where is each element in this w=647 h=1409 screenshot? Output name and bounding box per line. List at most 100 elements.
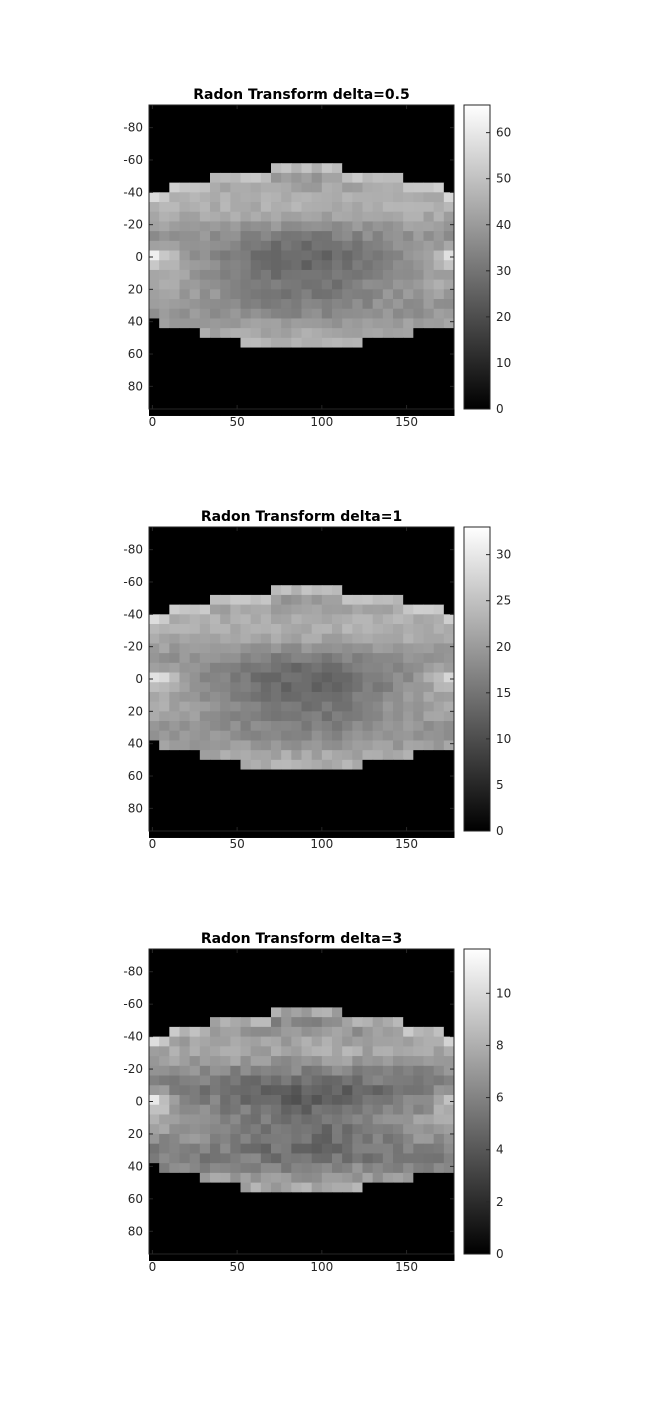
heatmap-cell [342,691,353,703]
heatmap-cell [199,987,211,999]
heatmap-cell [271,192,282,203]
heatmap-cell [210,1065,221,1077]
heatmap-cell [352,1007,363,1018]
heatmap-cell [342,624,353,635]
y-tick-label: 40 [128,315,143,329]
heatmap-cell [403,730,414,741]
heatmap-cell [413,575,424,586]
heatmap-cell [352,536,363,547]
heatmap-cell [382,604,394,615]
heatmap-cell [159,328,170,339]
colorbar-tick-label: 10 [496,732,511,746]
heatmap-cell [220,691,231,703]
heatmap-cell [413,968,424,979]
heatmap-cell [372,1046,384,1057]
heatmap-cell [260,1075,272,1086]
heatmap-cell [423,396,435,407]
y-tick-label: 60 [128,1192,143,1206]
heatmap-cell [271,575,282,586]
heatmap-cell [372,750,384,761]
heatmap-cell [260,594,272,606]
heatmap-cell [321,260,333,271]
heatmap-cell [210,1075,221,1086]
heatmap-cell [260,701,272,712]
heatmap-cell [240,750,252,761]
heatmap-cell [443,997,455,1008]
heatmap-cell [342,1250,353,1261]
heatmap-cell [342,250,353,261]
heatmap-cell [281,1250,292,1261]
heatmap-cell [281,1182,292,1193]
heatmap-cell [179,997,191,1008]
heatmap-cell [149,536,160,547]
heatmap-cell [210,691,221,703]
heatmap-cell [240,1163,252,1174]
heatmap-cell [332,269,343,281]
heatmap-cell [403,565,414,577]
heatmap-cell [413,318,424,329]
heatmap-cell [301,337,313,349]
heatmap-cell [393,740,404,751]
heatmap-cell [362,1056,374,1067]
heatmap-cell [321,1095,333,1106]
heatmap-cell [423,798,435,809]
heatmap-cell [199,211,211,222]
y-tick-label: -40 [123,185,143,199]
heatmap-cell [260,730,272,741]
heatmap-cell [250,105,262,116]
heatmap-cell [382,662,394,674]
heatmap-cell [230,987,241,999]
heatmap-cell [230,527,241,538]
heatmap-cell [210,1104,221,1115]
heatmap-cell [169,1036,180,1047]
heatmap-cell [352,750,363,761]
heatmap-cell [413,958,424,969]
heatmap-cell [382,759,394,771]
heatmap-cell [169,1211,180,1223]
heatmap-cell [352,633,363,644]
heatmap-cell [149,1143,160,1154]
heatmap-cell [189,682,201,693]
heatmap-cell [382,143,394,155]
heatmap-cell [179,978,191,989]
heatmap-cell [149,750,160,761]
heatmap-cell [311,357,323,368]
heatmap-cell [260,221,272,232]
heatmap-cell [220,269,231,281]
heatmap-cell [230,769,241,780]
heatmap-cell [372,536,384,547]
heatmap-cell [301,1153,313,1164]
heatmap-cell [179,556,191,567]
heatmap-cell [179,318,191,329]
heatmap-cell [311,1163,323,1174]
heatmap-cell [342,614,353,625]
heatmap-cell [311,182,323,193]
heatmap-cell [199,575,211,586]
colorbar-tick-label: 50 [496,172,511,186]
heatmap-cell [199,163,211,174]
heatmap-cell [413,347,424,358]
heatmap-cell [332,730,343,741]
heatmap-cell [271,1250,282,1261]
heatmap-cell [423,289,435,300]
heatmap-cell [301,1095,313,1106]
heatmap-cell [301,328,313,339]
heatmap-cell [301,405,313,416]
heatmap-cell [220,730,231,741]
heatmap-cell [362,546,374,557]
heatmap-cell [250,1114,262,1125]
heatmap-cell [301,730,313,741]
heatmap-cell [159,163,170,174]
heatmap-cell [260,1241,272,1252]
heatmap-cell [433,1036,445,1047]
heatmap-cell [250,279,262,290]
heatmap-cell [210,1036,221,1047]
heatmap-cell [271,182,282,193]
heatmap-cell [403,958,414,969]
heatmap-cell [321,134,333,145]
heatmap-cell [321,192,333,203]
heatmap-cell [281,366,292,378]
x-tick-label: 50 [229,415,244,429]
heatmap-cell [291,1182,302,1193]
heatmap-cell [281,182,292,193]
